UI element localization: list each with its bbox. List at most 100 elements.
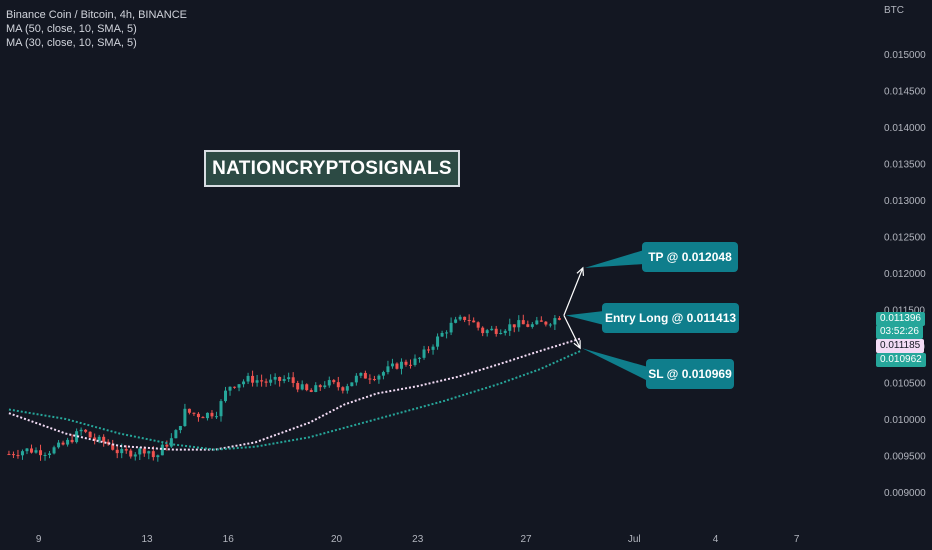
candle-down	[93, 437, 97, 441]
sl-callout[interactable]: SL @ 0.010969	[646, 359, 734, 389]
candle-up	[445, 332, 449, 334]
candle-up	[345, 386, 349, 391]
x-tick-label: 9	[36, 534, 42, 545]
candle-down	[11, 454, 15, 456]
tp-callout[interactable]: TP @ 0.012048	[642, 242, 738, 272]
y-tick-label: 0.009500	[884, 452, 926, 463]
candle-down	[70, 439, 74, 443]
candle-down	[291, 377, 295, 383]
candle-down	[481, 327, 485, 334]
candle-down	[408, 364, 412, 366]
candle-down	[196, 413, 200, 418]
candle-up	[499, 332, 503, 334]
x-tick-label: 4	[713, 534, 719, 545]
currency-label: BTC	[884, 5, 904, 16]
candle-down	[151, 451, 155, 458]
candle-up	[52, 447, 56, 454]
candle-down	[260, 380, 264, 382]
candle-down	[467, 320, 471, 322]
candle-down	[404, 361, 408, 365]
candle-up	[300, 384, 304, 390]
candle-up	[431, 346, 435, 350]
candle-up	[97, 436, 101, 441]
x-tick-label: 7	[794, 534, 800, 545]
candle-down	[368, 378, 372, 380]
candle-up	[205, 412, 209, 419]
candle-down	[476, 322, 480, 328]
candle-down	[526, 324, 530, 327]
candle-up	[34, 450, 38, 453]
candle-down	[521, 320, 525, 325]
candle-up	[269, 379, 273, 383]
y-tick-label: 0.009000	[884, 488, 926, 499]
candle-up	[386, 366, 390, 373]
candle-up	[147, 451, 151, 454]
entry-callout[interactable]: Entry Long @ 0.011413	[602, 303, 739, 333]
candle-up	[48, 453, 52, 455]
candle-down	[111, 444, 115, 450]
x-tick-label: 27	[520, 534, 532, 545]
candle-down	[29, 448, 33, 453]
candle-up	[20, 451, 24, 456]
candle-down	[7, 454, 11, 456]
candle-up	[354, 375, 358, 383]
candle-up	[399, 361, 403, 369]
candle-down	[341, 387, 345, 391]
sl-arrow	[563, 315, 581, 349]
legend-ma30[interactable]: MA (30, close, 10, SMA, 5)	[6, 37, 137, 49]
candle-down	[544, 321, 548, 325]
candles-group	[7, 314, 561, 462]
candle-up	[535, 320, 539, 325]
candle-down	[463, 316, 467, 321]
x-axis[interactable]: 9 13 16 20 23 27 Jul 4 7	[36, 534, 800, 545]
candle-down	[332, 380, 336, 383]
candle-up	[246, 375, 250, 382]
candle-down	[539, 320, 543, 322]
x-tick-label: Jul	[628, 534, 641, 545]
candle-down	[363, 372, 367, 379]
y-tick-label: 0.014500	[884, 87, 926, 98]
candle-up	[169, 438, 173, 447]
candle-up	[440, 332, 444, 337]
legend-ma50[interactable]: MA (50, close, 10, SMA, 5)	[6, 23, 137, 35]
candle-up	[359, 372, 363, 376]
candle-up	[133, 454, 137, 457]
candle-up	[287, 377, 291, 380]
candle-up	[508, 324, 512, 331]
candle-down	[124, 449, 128, 451]
candle-up	[458, 316, 462, 320]
x-tick-label: 23	[412, 534, 424, 545]
symbol-title[interactable]: Binance Coin / Bitcoin, 4h, BINANCE	[6, 9, 187, 21]
candle-up	[390, 363, 394, 367]
y-tick-label: 0.010500	[884, 379, 926, 390]
candle-down	[427, 349, 431, 351]
candle-down	[395, 363, 399, 369]
ma-lines-group	[8, 337, 581, 451]
candle-up	[43, 454, 47, 456]
candle-up	[138, 448, 142, 455]
candle-up	[327, 380, 331, 386]
candle-up	[323, 385, 327, 388]
watermark-badge: NATIONCRYPTOSIGNALS	[204, 150, 460, 187]
countdown-tag: 03:52:26	[876, 325, 923, 339]
candle-up	[381, 372, 385, 376]
candle-up	[75, 431, 79, 443]
y-tick-label: 0.012500	[884, 233, 926, 244]
candle-down	[16, 455, 20, 457]
candle-up	[350, 382, 354, 387]
candle-down	[106, 441, 110, 445]
y-axis[interactable]: 0.0090000.0095000.0100000.0105000.011000…	[884, 50, 926, 499]
candle-up	[156, 455, 160, 458]
candle-down	[165, 444, 169, 447]
x-tick-label: 20	[331, 534, 343, 545]
y-tick-label: 0.015000	[884, 50, 926, 61]
candle-down	[39, 450, 43, 456]
candle-down	[372, 379, 376, 381]
candle-down	[512, 324, 516, 328]
candle-down	[557, 318, 561, 320]
candle-down	[472, 320, 476, 323]
candle-up	[79, 429, 83, 432]
current-price-tag: 0.011396	[876, 312, 925, 326]
candle-down	[88, 431, 92, 438]
